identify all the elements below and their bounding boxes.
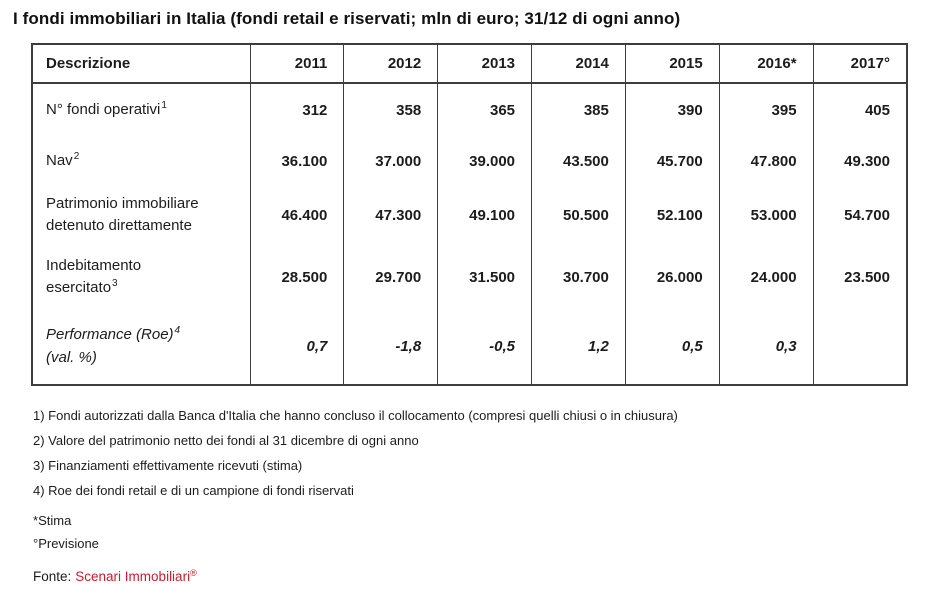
legend-stima: *Stima [33,513,72,528]
cell-value: 52.100 [624,185,720,245]
column-header-year: 2012 [343,44,439,84]
column-header-year: 2016* [718,44,814,84]
footnote: 3) Finanziamenti effettivamente ricevuti… [33,458,303,473]
row-label: Indebitamento esercitato3 [31,245,251,309]
row-label-line: Performance (Roe)4 [46,325,181,344]
table-row: N° fondi operativi1 312 358 365 385 390 … [31,83,908,137]
cell-value: 0,5 [624,309,720,385]
funds-data-table: Descrizione 2011 2012 2013 2014 2015 201… [31,43,908,386]
row-label: Performance (Roe)4 (val. %) [31,309,251,385]
source-line: Fonte: Scenari Immobiliari® [33,568,197,585]
table-row: Patrimonio immobiliare detenuto direttam… [31,185,908,245]
row-label-line: (val. %) [46,348,97,366]
row-label-line: esercitato3 [46,278,118,297]
column-header-year: 2013 [437,44,533,84]
legend-block: *Stima °Previsione [33,513,99,559]
column-header-year: 2015 [624,44,720,84]
cell-value: 37.000 [343,137,439,185]
table-header-row: Descrizione 2011 2012 2013 2014 2015 201… [31,44,908,84]
cell-value: 390 [624,83,720,137]
column-header-descrizione: Descrizione [31,44,251,84]
cell-value: 36.100 [249,137,345,185]
column-header-year: 2017° [812,44,908,84]
cell-value: 28.500 [249,245,345,309]
cell-value: 358 [343,83,439,137]
legend-previsione: °Previsione [33,536,99,551]
source-label: Fonte: [33,569,72,584]
row-label: N° fondi operativi1 [31,83,251,137]
cell-value: 50.500 [531,185,626,245]
cell-value: 26.000 [624,245,720,309]
cell-value: 0,7 [249,309,345,385]
table-row: Nav2 36.100 37.000 39.000 43.500 45.700 … [31,137,908,185]
page-title: I fondi immobiliari in Italia (fondi ret… [13,9,681,28]
footnote: 2) Valore del patrimonio netto dei fondi… [33,433,419,448]
footnote-marker: 2 [73,150,80,162]
row-label-line: Indebitamento [46,256,142,274]
source-name: Scenari Immobiliari [75,569,191,584]
cell-value [812,309,908,385]
cell-value: 1,2 [531,309,626,385]
row-label: Nav2 [31,137,251,185]
registered-trademark-symbol: ® [190,568,197,578]
cell-value: 395 [718,83,814,137]
cell-value: 49.100 [437,185,533,245]
cell-value: 39.000 [437,137,533,185]
cell-value: 405 [812,83,908,137]
cell-value: 43.500 [531,137,626,185]
cell-value: -1,8 [343,309,439,385]
cell-value: 0,3 [718,309,814,385]
footnote-marker: 3 [112,278,118,289]
row-label-line: Nav2 [46,150,80,169]
row-label-line: detenuto direttamente [46,217,192,234]
row-label-line: Patrimonio immobiliare [46,194,199,212]
cell-value: 23.500 [812,245,908,309]
column-header-year: 2011 [249,44,345,84]
cell-value: 24.000 [718,245,814,309]
column-header-year: 2014 [531,44,626,84]
row-label-line: N° fondi operativi1 [46,100,167,119]
table-row: Indebitamento esercitato3 28.500 29.700 … [31,245,908,309]
cell-value: 365 [437,83,533,137]
footnote: 4) Roe dei fondi retail e di un campione… [33,483,354,498]
cell-value: 53.000 [718,185,814,245]
row-label: Patrimonio immobiliare detenuto direttam… [31,185,251,245]
cell-value: 54.700 [812,185,908,245]
cell-value: 31.500 [437,245,533,309]
footnote-marker: 4 [174,325,181,336]
cell-value: 30.700 [531,245,626,309]
cell-value: -0,5 [437,309,533,385]
asterisk-symbol: * [33,513,39,528]
cell-value: 47.300 [343,185,439,245]
footnotes-block: 1) Fondi autorizzati dalla Banca d'Itali… [33,408,678,508]
degree-symbol: ° [33,536,39,551]
footnote: 1) Fondi autorizzati dalla Banca d'Itali… [33,408,678,423]
cell-value: 385 [531,83,626,137]
cell-value: 49.300 [812,137,908,185]
cell-value: 45.700 [624,137,720,185]
cell-value: 312 [249,83,345,137]
table-row: Performance (Roe)4 (val. %) 0,7 -1,8 -0,… [31,309,908,385]
cell-value: 46.400 [249,185,345,245]
cell-value: 29.700 [343,245,439,309]
footnote-marker: 1 [161,100,167,112]
cell-value: 47.800 [718,137,814,185]
